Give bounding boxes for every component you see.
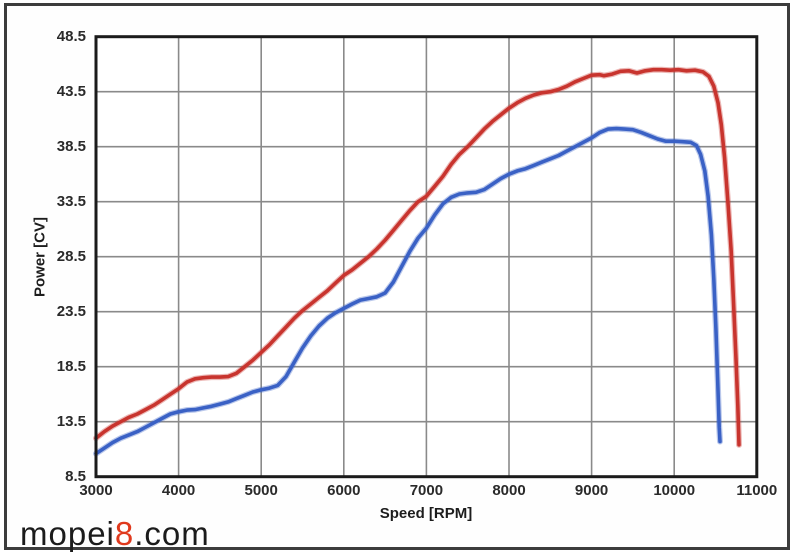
watermark-text: mopei8.com xyxy=(20,515,210,553)
x-tick-label: 11000 xyxy=(736,482,778,499)
power-blue-curve xyxy=(94,126,722,456)
watermark-highlight: 8 xyxy=(114,515,135,552)
x-tick-label: 7000 xyxy=(409,482,444,499)
y-tick-label: 38.5 xyxy=(56,138,86,156)
x-tick-label: 4000 xyxy=(161,482,196,499)
y-tick-label: 8.5 xyxy=(65,468,86,486)
y-tick-label: 33.5 xyxy=(56,193,86,211)
y-tick-label: 28.5 xyxy=(56,248,86,266)
x-axis-title: Speed [RPM] xyxy=(379,505,473,522)
power-red-curve xyxy=(94,67,741,447)
x-tick-label: 3000 xyxy=(79,482,113,499)
watermark-suffix: .com xyxy=(134,515,210,552)
y-tick-label: 48.5 xyxy=(56,28,86,46)
x-tick-label: 5000 xyxy=(244,482,278,499)
x-tick-label: 10000 xyxy=(653,482,696,499)
plot-border xyxy=(94,35,759,479)
y-tick-label: 23.5 xyxy=(56,303,86,321)
x-tick-label: 8000 xyxy=(492,482,526,499)
y-tick-label: 18.5 xyxy=(56,358,86,376)
y-tick-label: 13.5 xyxy=(56,413,86,431)
x-tick-label: 6000 xyxy=(327,482,361,499)
y-tick-label: 43.5 xyxy=(56,83,86,101)
x-tick-label: 9000 xyxy=(574,482,609,499)
watermark-prefix: mopei xyxy=(20,515,115,552)
